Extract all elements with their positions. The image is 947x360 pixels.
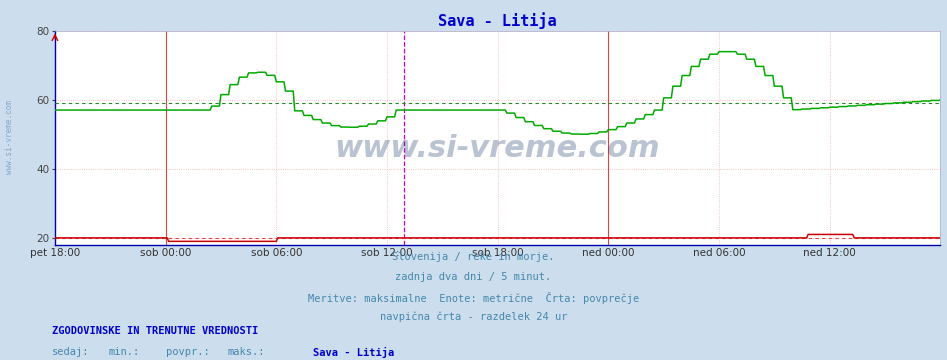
Text: zadnja dva dni / 5 minut.: zadnja dva dni / 5 minut. — [396, 272, 551, 282]
Title: Sava - Litija: Sava - Litija — [438, 13, 557, 30]
Text: www.si-vreme.com: www.si-vreme.com — [335, 134, 660, 163]
Text: Sava - Litija: Sava - Litija — [313, 347, 394, 359]
Text: Slovenija / reke in morje.: Slovenija / reke in morje. — [392, 252, 555, 262]
Text: povpr.:: povpr.: — [166, 347, 209, 357]
Text: min.:: min.: — [109, 347, 140, 357]
Text: navpična črta - razdelek 24 ur: navpična črta - razdelek 24 ur — [380, 311, 567, 322]
Text: www.si-vreme.com: www.si-vreme.com — [5, 100, 14, 174]
Text: Meritve: maksimalne  Enote: metrične  Črta: povprečje: Meritve: maksimalne Enote: metrične Črta… — [308, 292, 639, 303]
Text: sedaj:: sedaj: — [52, 347, 90, 357]
Text: ZGODOVINSKE IN TRENUTNE VREDNOSTI: ZGODOVINSKE IN TRENUTNE VREDNOSTI — [52, 326, 259, 336]
Text: maks.:: maks.: — [227, 347, 265, 357]
